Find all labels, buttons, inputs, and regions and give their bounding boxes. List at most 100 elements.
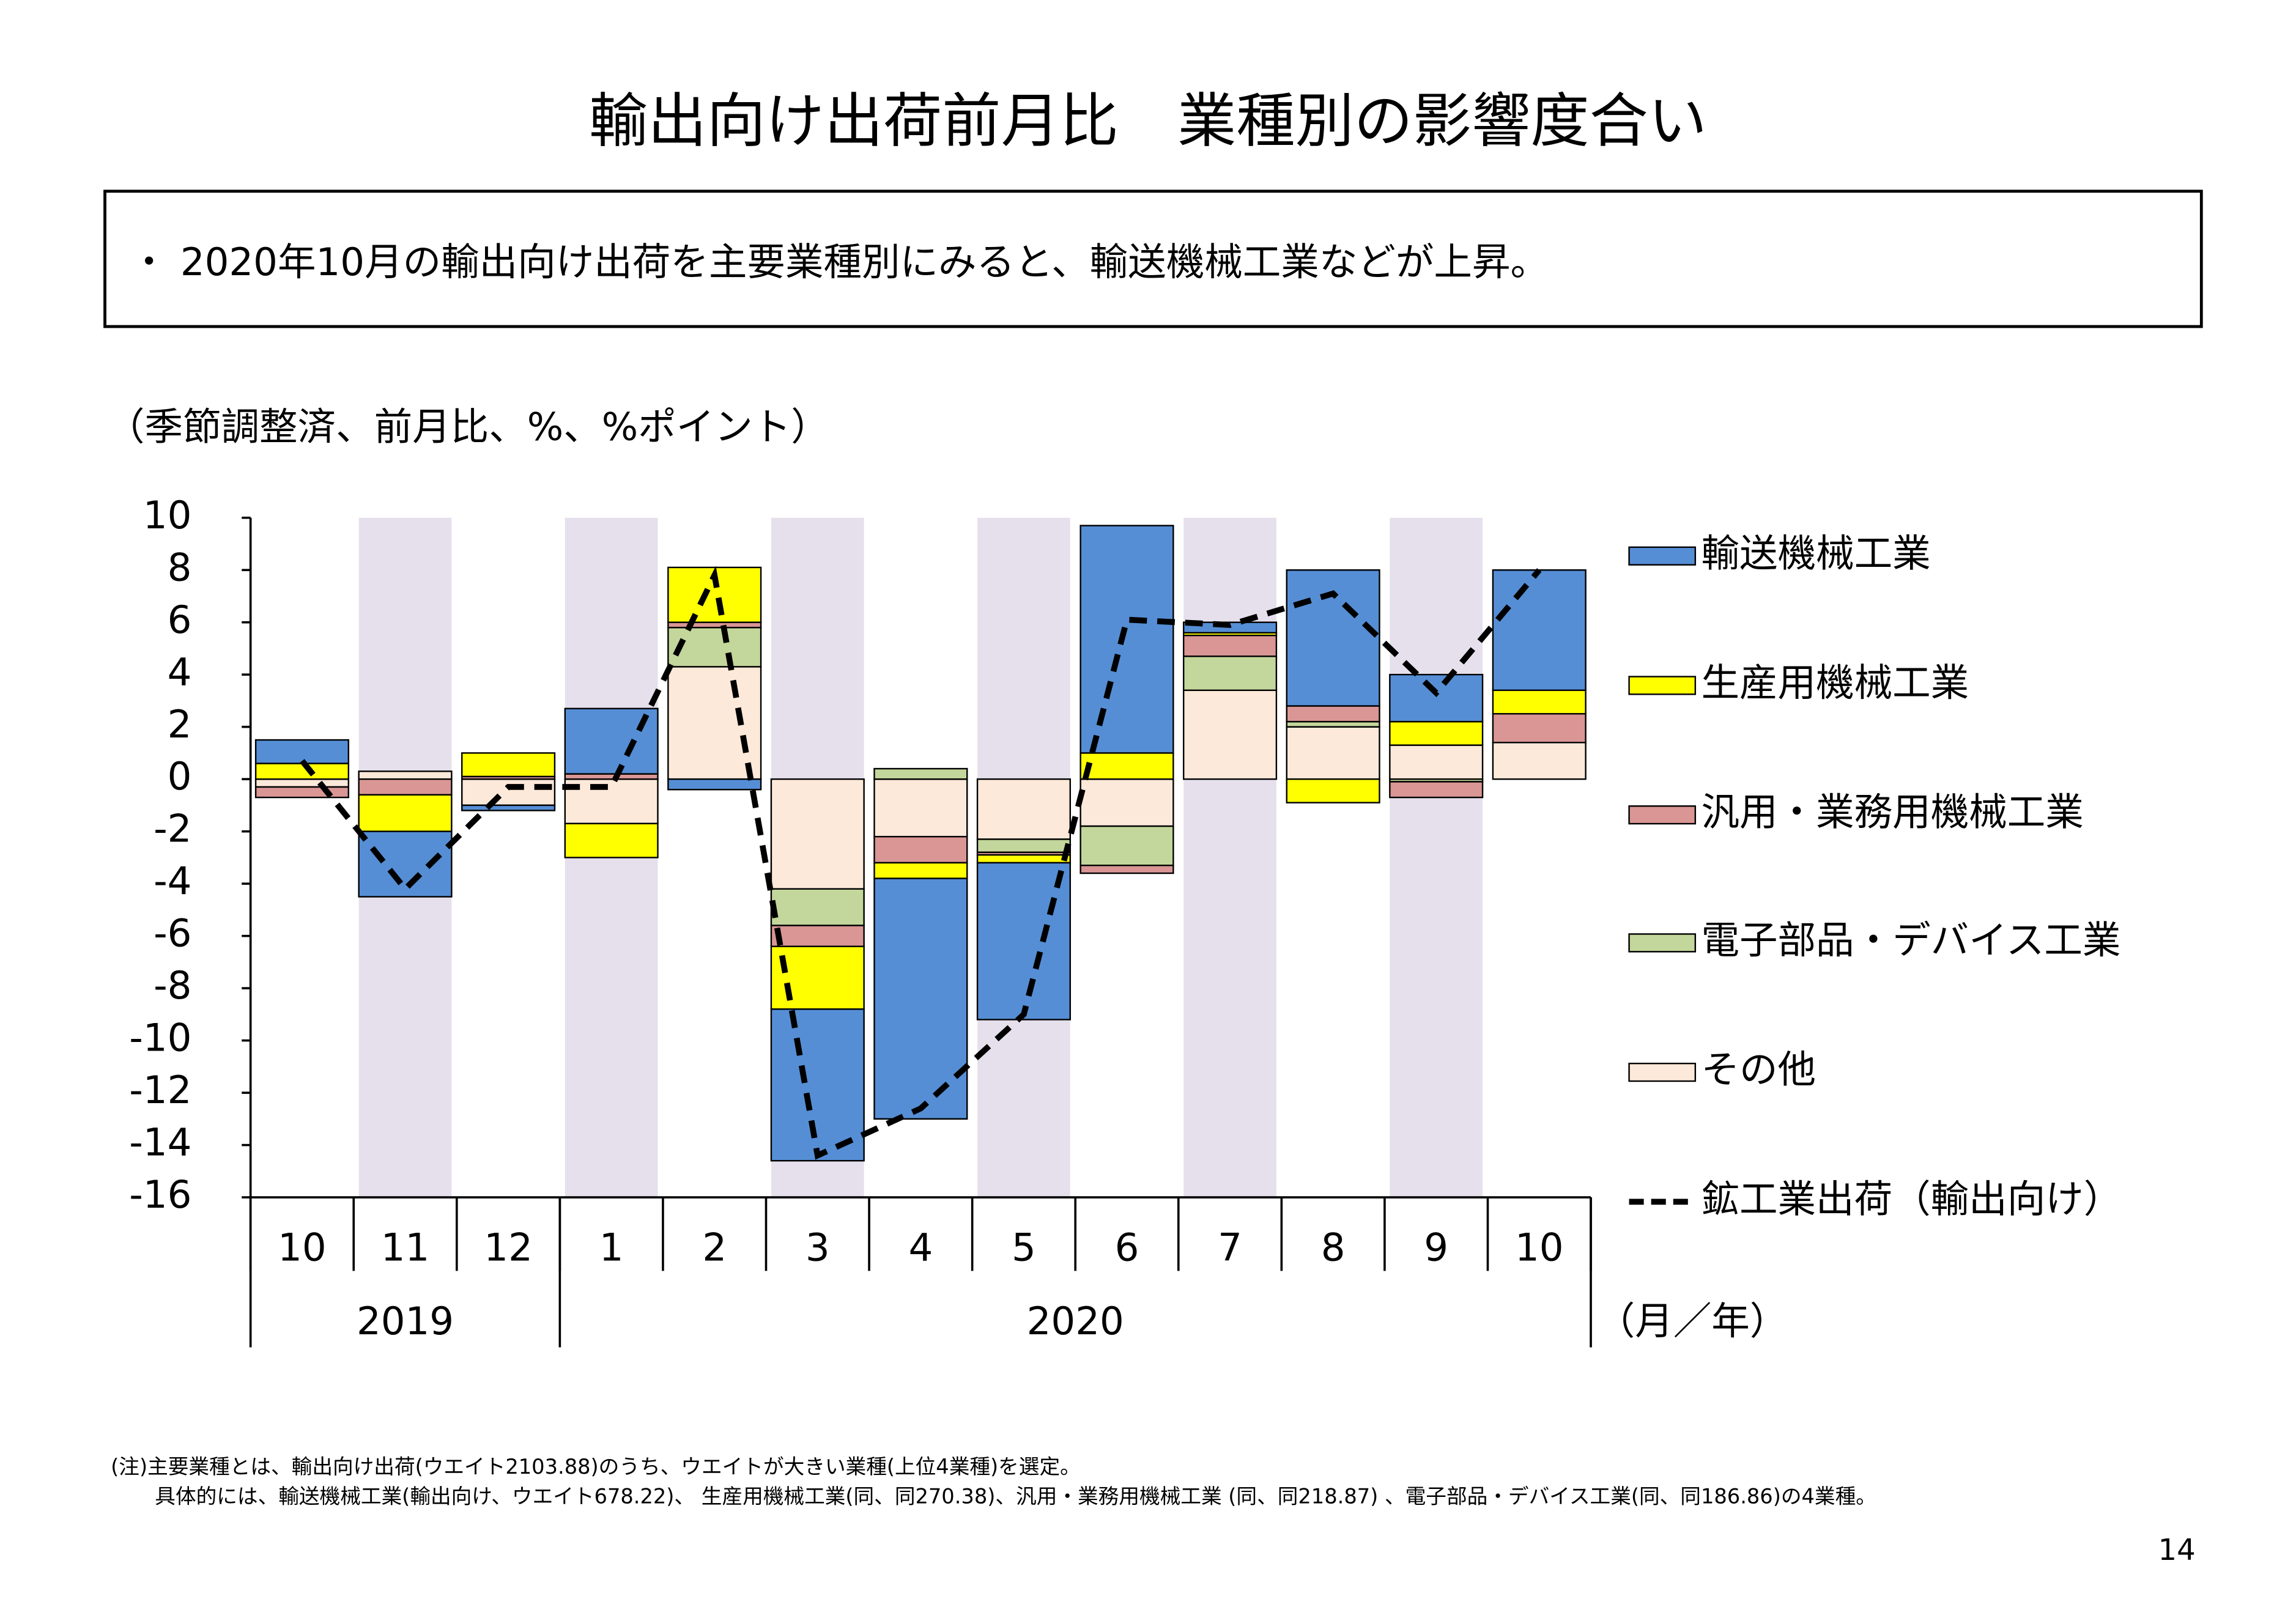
line-series bbox=[300, 566, 1542, 1160]
legend-label: 電子部品・デバイス工業 bbox=[1701, 918, 2120, 962]
y-tick-label: -12 bbox=[129, 1068, 191, 1112]
bar-segment bbox=[358, 794, 453, 832]
bar-segment bbox=[564, 773, 659, 780]
legend-label: 生産用機械工業 bbox=[1701, 660, 1969, 705]
bar-segment bbox=[1492, 569, 1587, 692]
x-tick-label: 10 bbox=[278, 1225, 327, 1270]
bar-segment bbox=[358, 778, 453, 796]
year-label: 2020 bbox=[1027, 1299, 1124, 1343]
bar-segment bbox=[254, 778, 350, 788]
legend-label: その他 bbox=[1701, 1047, 1816, 1092]
legend-swatch bbox=[1628, 546, 1697, 566]
bar-segment bbox=[1492, 742, 1587, 780]
y-tick-label: 4 bbox=[168, 649, 192, 694]
bar-segment bbox=[667, 778, 762, 791]
bar-segment bbox=[1286, 569, 1380, 707]
bar-segment bbox=[770, 778, 865, 890]
legend-label: 汎用・業務用機械工業 bbox=[1701, 790, 2083, 835]
y-tick-label: 8 bbox=[168, 545, 192, 589]
bar-segment bbox=[873, 778, 968, 838]
summary: ・ 2020年10月の輸出向け出荷を主要業種別にみると、輸送機械工業などが上昇。 bbox=[130, 240, 1549, 284]
bar-segment bbox=[461, 778, 556, 807]
bar-segment bbox=[254, 763, 350, 780]
x-tick-label: 8 bbox=[1321, 1225, 1346, 1270]
x-tick-label: 11 bbox=[381, 1225, 430, 1270]
bar-segment bbox=[254, 786, 350, 799]
note: (注)主要業種とは、輸出向け出荷(ウエイト2103.88)のうち、ウエイトが大き… bbox=[111, 1455, 1081, 1479]
bar-segment bbox=[873, 862, 968, 879]
bar-segment bbox=[976, 862, 1071, 1021]
bar-segment bbox=[873, 835, 968, 864]
bar-segment bbox=[1492, 713, 1587, 744]
bar-segment bbox=[1079, 825, 1174, 866]
y-tick-label: 0 bbox=[168, 754, 192, 799]
x-tick-label: 4 bbox=[908, 1225, 933, 1270]
bar-segment bbox=[1183, 689, 1278, 780]
y-tick-label: -2 bbox=[154, 807, 191, 851]
bar-segment bbox=[770, 925, 865, 947]
page-title: 輸出向け出荷前月比 業種別の影響度合い bbox=[589, 87, 1707, 155]
bar-segment bbox=[873, 767, 968, 780]
x-tick-label: 7 bbox=[1218, 1225, 1242, 1270]
bar-segment bbox=[1079, 778, 1174, 827]
legend-swatch bbox=[1628, 805, 1697, 825]
bar-segment bbox=[667, 621, 762, 629]
legend-swatch bbox=[1628, 676, 1697, 695]
legend-label: 輸送機械工業 bbox=[1701, 531, 1930, 575]
bar-segment bbox=[461, 804, 556, 811]
y-axis-unit: （季節調整済、前月比、%、%ポイント） bbox=[106, 404, 829, 449]
y-tick-label: -8 bbox=[154, 963, 191, 1008]
x-tick-label: 5 bbox=[1012, 1225, 1036, 1270]
y-tick-label: -14 bbox=[129, 1120, 191, 1165]
note: 具体的には、輸送機械工業(輸出向け、ウエイト678.22)、 生産用機械工業(同… bbox=[155, 1484, 1876, 1508]
x-tick-label: 1 bbox=[599, 1225, 624, 1270]
bar-segment bbox=[976, 854, 1071, 864]
bar-segment bbox=[976, 778, 1071, 840]
bar-segment bbox=[1079, 865, 1174, 874]
bar-segment bbox=[1183, 634, 1278, 657]
bar-segment bbox=[1183, 656, 1278, 692]
bar-segment bbox=[976, 838, 1071, 854]
bar-segment bbox=[1286, 720, 1380, 728]
bar-segment bbox=[667, 566, 762, 623]
bar-segment bbox=[667, 627, 762, 668]
shade-band bbox=[1390, 517, 1483, 1198]
bar-segment bbox=[667, 666, 762, 780]
bar-segment bbox=[1389, 720, 1484, 746]
x-tick-label: 2 bbox=[702, 1225, 727, 1270]
bar-segment bbox=[770, 1008, 865, 1162]
bar-segment bbox=[564, 822, 659, 859]
y-tick-label: -4 bbox=[154, 859, 191, 903]
bar-segment bbox=[1079, 525, 1174, 754]
shade-band bbox=[1183, 517, 1276, 1198]
x-axis-label: （月／年） bbox=[1597, 1299, 1788, 1343]
bar-segment bbox=[1492, 689, 1587, 715]
bar-segment bbox=[358, 770, 453, 780]
bar-segment bbox=[254, 739, 350, 764]
y-tick-label: 2 bbox=[168, 702, 192, 747]
x-tick-label: 10 bbox=[1515, 1225, 1564, 1270]
x-tick-label: 9 bbox=[1424, 1225, 1448, 1270]
bar-segment bbox=[1389, 781, 1484, 799]
bar-segment bbox=[1389, 744, 1484, 780]
y-tick-label: 6 bbox=[168, 597, 192, 642]
x-tick-label: 3 bbox=[805, 1225, 830, 1270]
x-tick-label: 12 bbox=[484, 1225, 533, 1270]
legend-swatch bbox=[1628, 933, 1697, 953]
bar-segment bbox=[873, 877, 968, 1120]
year-label: 2019 bbox=[357, 1299, 454, 1343]
y-tick-label: -6 bbox=[154, 911, 191, 956]
y-tick-label: -10 bbox=[129, 1016, 191, 1060]
x-tick-label: 6 bbox=[1115, 1225, 1139, 1270]
bar-segment bbox=[1286, 705, 1380, 723]
bar-segment bbox=[1389, 673, 1484, 723]
summary-box bbox=[103, 190, 2203, 328]
bar-segment bbox=[1286, 778, 1380, 803]
bar-segment bbox=[1286, 726, 1380, 780]
bar-segment bbox=[770, 945, 865, 1010]
bar-segment bbox=[358, 830, 453, 898]
y-tick-label: -16 bbox=[129, 1172, 191, 1217]
legend-swatch bbox=[1628, 1062, 1697, 1082]
legend-label: 鉱工業出荷（輸出向け） bbox=[1701, 1177, 2122, 1221]
